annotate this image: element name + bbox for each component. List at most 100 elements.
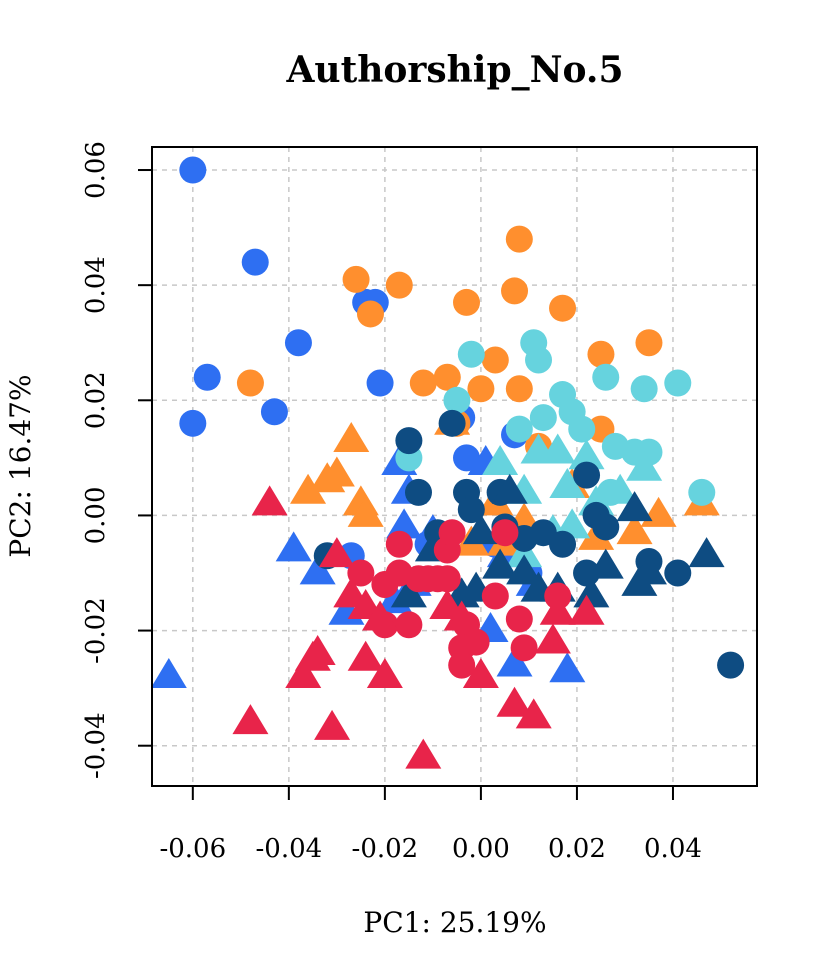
grid <box>152 147 757 786</box>
data-point-triangle <box>333 421 370 452</box>
data-point-triangle <box>573 577 610 608</box>
data-point-circle <box>568 415 596 443</box>
data-point-circle <box>438 409 466 437</box>
data-point-circle <box>467 375 495 403</box>
data-point-circle <box>664 559 692 587</box>
data-point-circle <box>409 369 437 397</box>
data-point-triangle <box>462 658 499 689</box>
data-point-circle <box>587 340 615 368</box>
x-tick-label: 0.00 <box>452 834 510 864</box>
data-point-triangle <box>362 600 399 631</box>
data-point-circle <box>592 513 620 541</box>
data-point-triangle <box>443 600 480 631</box>
data-point-circle <box>592 363 620 391</box>
data-point-triangle <box>506 537 543 568</box>
data-point-circle <box>717 651 745 679</box>
data-point-circle <box>505 375 533 403</box>
data-point-circle <box>501 277 529 305</box>
data-point-circle <box>491 519 519 547</box>
data-point-circle <box>179 409 207 437</box>
data-point-circle <box>457 496 485 524</box>
data-point-circle <box>438 519 466 547</box>
data-point-triangle <box>549 468 586 499</box>
y-tick-label: -0.04 <box>81 712 111 779</box>
data-point-triangle <box>405 738 442 769</box>
data-point-triangle <box>318 537 355 568</box>
x-tick-label: 0.04 <box>644 834 702 864</box>
data-point-triangle <box>251 485 288 516</box>
data-point-circle <box>505 415 533 443</box>
data-point-circle <box>457 340 485 368</box>
data-point-triangle <box>232 704 269 735</box>
data-point-triangle <box>688 537 725 568</box>
y-axis-title: PC2: 16.47% <box>4 374 37 557</box>
data-point-triangle <box>587 548 624 579</box>
data-point-triangle <box>285 658 322 689</box>
data-point-triangle <box>506 554 543 585</box>
data-point-triangle <box>630 554 667 585</box>
data-point-triangle <box>347 496 384 527</box>
data-point-triangle <box>539 433 576 464</box>
data-point-circle <box>179 156 207 184</box>
x-axis-title: PC1: 25.19% <box>363 906 546 939</box>
data-point-triangle <box>626 450 663 481</box>
data-point-triangle <box>482 548 519 579</box>
data-point-circle <box>395 427 423 455</box>
y-axis: -0.04 -0.02 0.00 0.02 0.04 0.06 <box>81 141 153 779</box>
data-point-circle <box>462 628 490 656</box>
data-point-circle <box>525 346 553 374</box>
data-point-triangle <box>616 514 653 545</box>
data-point-triangle <box>333 577 370 608</box>
data-point-triangle <box>602 473 639 504</box>
data-point-triangle <box>482 445 519 476</box>
data-point-circle <box>433 363 461 391</box>
data-point-circle <box>395 611 423 639</box>
data-point-circle <box>453 444 481 472</box>
data-point-circle <box>260 398 288 426</box>
data-point-circle <box>443 386 471 414</box>
y-tick-label: 0.06 <box>81 141 111 199</box>
x-tick-label: 0.02 <box>548 834 606 864</box>
data-point-circle <box>664 369 692 397</box>
data-point-circle <box>529 404 557 432</box>
x-tick-label: -0.04 <box>256 834 323 864</box>
data-point-triangle <box>616 491 653 522</box>
data-point-triangle <box>290 473 327 504</box>
data-point-circle <box>549 294 577 322</box>
data-point-circle <box>549 530 577 558</box>
data-point-triangle <box>539 594 576 625</box>
data-point-circle <box>404 478 432 506</box>
data-point-circle <box>630 375 658 403</box>
plot-frame <box>151 146 758 787</box>
x-tick-label: -0.06 <box>159 834 226 864</box>
data-point-circle <box>453 288 481 316</box>
data-point-circle <box>573 461 601 489</box>
data-point-triangle <box>496 686 533 717</box>
data-point-circle <box>481 582 509 610</box>
data-point-circle <box>635 329 663 357</box>
data-point-circle <box>385 530 413 558</box>
data-point-circle <box>433 565 461 593</box>
data-point-triangle <box>150 658 187 689</box>
data-point-circle <box>236 369 264 397</box>
data-point-triangle <box>314 709 351 740</box>
data-point-circle <box>356 300 384 328</box>
data-point-circle <box>385 271 413 299</box>
data-point-triangle <box>275 531 312 562</box>
data-point-circle <box>688 478 716 506</box>
data-point-circle <box>241 248 269 276</box>
data-point-triangle <box>462 514 499 545</box>
data-points <box>150 156 745 769</box>
data-point-triangle <box>318 456 355 487</box>
data-point-circle <box>573 559 601 587</box>
data-point-triangle <box>386 508 423 539</box>
data-point-triangle <box>568 594 605 625</box>
data-point-circle <box>193 363 221 391</box>
data-point-circle <box>342 265 370 293</box>
data-point-circle <box>505 605 533 633</box>
data-point-triangle <box>390 577 427 608</box>
data-point-circle <box>510 634 538 662</box>
data-point-circle <box>481 346 509 374</box>
data-point-triangle <box>366 658 403 689</box>
data-point-circle <box>366 369 394 397</box>
